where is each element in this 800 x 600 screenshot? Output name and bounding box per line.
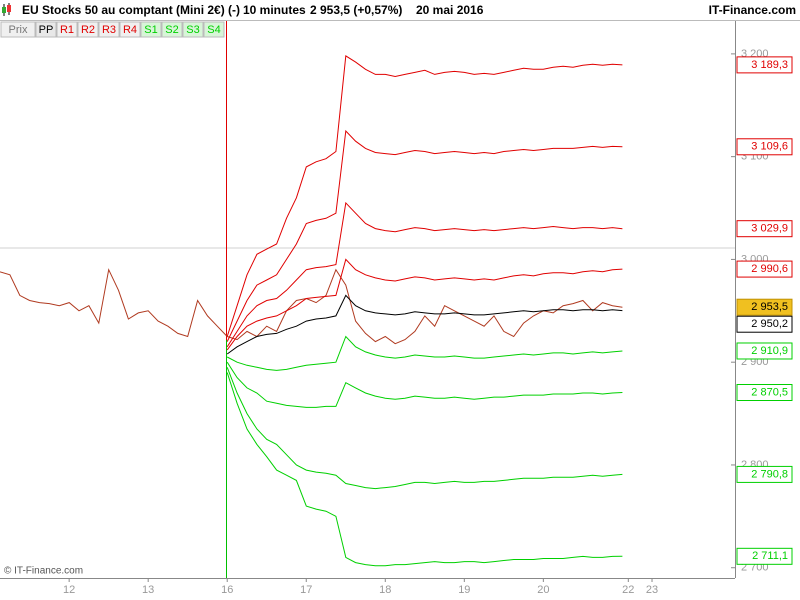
- header-title: EU Stocks 50 au comptant (Mini 2€) (-): [22, 3, 240, 17]
- watermark: © IT-Finance.com: [4, 566, 83, 577]
- header-source: IT-Finance.com: [709, 3, 796, 17]
- value-label: 2 910,9: [751, 345, 788, 357]
- series-line: [226, 55, 623, 337]
- value-label: 2 990,6: [751, 263, 788, 275]
- toolbar-label[interactable]: S4: [207, 24, 220, 36]
- toolbar-label[interactable]: R2: [81, 24, 95, 36]
- series-line: [226, 201, 623, 348]
- value-label-box: [736, 298, 793, 316]
- series-line: [226, 367, 623, 490]
- toolbar-button[interactable]: [98, 21, 120, 38]
- value-label: 3 029,9: [751, 223, 788, 235]
- toolbar-button[interactable]: [203, 21, 225, 38]
- value-label-box: [736, 260, 793, 278]
- series-line: [226, 335, 623, 371]
- value-label-box: [736, 315, 793, 333]
- toolbar-label[interactable]: R4: [123, 24, 137, 36]
- value-label-box: [736, 220, 793, 238]
- toolbar-label[interactable]: R3: [102, 24, 116, 36]
- value-label-box: [736, 138, 793, 156]
- app-icon: [2, 3, 11, 16]
- value-label: 2 790,8: [751, 468, 788, 480]
- header-quote: 2 953,5 (+0,57%): [310, 3, 402, 17]
- toolbar-button[interactable]: [182, 21, 204, 38]
- x-tick-label: 20: [537, 584, 549, 596]
- toolbar-button[interactable]: [0, 21, 36, 38]
- series-line: [226, 258, 623, 351]
- series-line: [0, 268, 623, 345]
- toolbar-label[interactable]: R1: [60, 24, 74, 36]
- series-line: [226, 361, 623, 408]
- toolbar-button[interactable]: [119, 21, 141, 38]
- toolbar-button[interactable]: [35, 21, 57, 38]
- x-tick-label: 22: [622, 584, 634, 596]
- series-line: [226, 372, 623, 567]
- value-label-box: [736, 384, 793, 402]
- value-label-box: [736, 56, 793, 74]
- value-label: 3 109,6: [751, 141, 788, 153]
- series-line: [226, 294, 623, 355]
- x-tick-label: 17: [300, 584, 312, 596]
- toolbar-button[interactable]: [77, 21, 99, 38]
- toolbar-button[interactable]: [161, 21, 183, 38]
- header-interval: 10 minutes: [243, 3, 306, 17]
- toolbar-label[interactable]: PP: [39, 24, 54, 36]
- header-date: 20 mai 2016: [416, 3, 484, 17]
- header-bar: [0, 0, 800, 20]
- value-label: 3 189,3: [751, 59, 788, 71]
- value-label: 2 950,2: [751, 318, 788, 330]
- series-line: [226, 129, 623, 342]
- toolbar-button[interactable]: [56, 21, 78, 38]
- toolbar-button[interactable]: [140, 21, 162, 38]
- value-label: 2 870,5: [751, 386, 788, 398]
- toolbar-label[interactable]: Prix: [9, 24, 28, 36]
- toolbar-label[interactable]: S1: [144, 24, 157, 36]
- toolbar-label[interactable]: S2: [165, 24, 178, 36]
- x-tick-label: 23: [646, 584, 658, 596]
- x-tick-label: 18: [379, 584, 391, 596]
- value-label: 2 953,5: [751, 301, 788, 313]
- value-label-box: [736, 342, 793, 360]
- x-tick-label: 12: [63, 584, 75, 596]
- value-label-box: [736, 465, 793, 483]
- x-tick-label: 13: [142, 584, 154, 596]
- value-label: 2 711,1: [752, 550, 788, 562]
- toolbar: Prix PP R1 R2 R3 R4 S1 S2 S3 S4: [0, 21, 225, 38]
- toolbar-label[interactable]: S3: [186, 24, 199, 36]
- x-tick-label: 19: [458, 584, 470, 596]
- x-tick-label: 16: [221, 584, 233, 596]
- value-label-box: [736, 547, 793, 565]
